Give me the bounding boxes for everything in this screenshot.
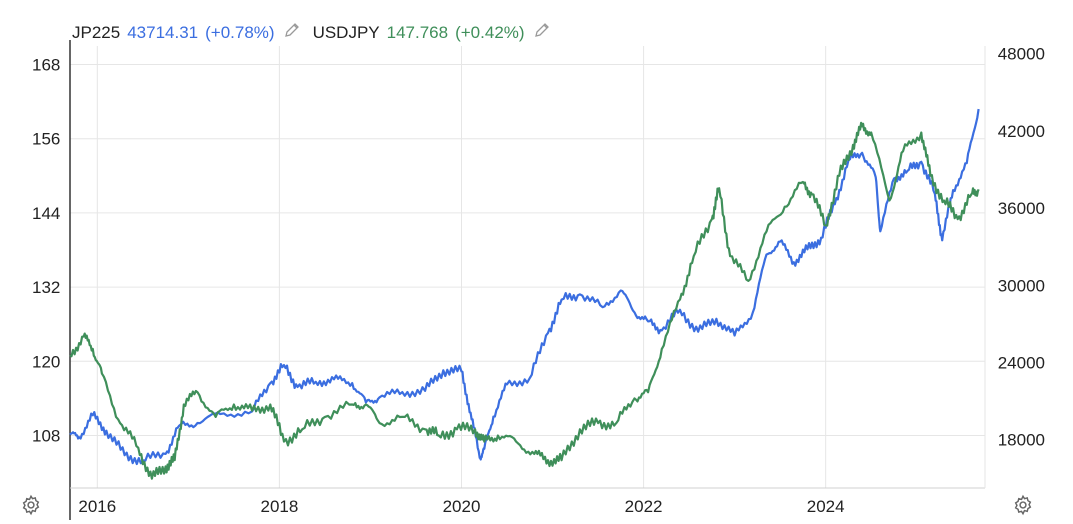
y-right-tick-label: 30000 bbox=[998, 276, 1045, 295]
x-tick-label: 2016 bbox=[78, 497, 116, 516]
chart-lines bbox=[69, 108, 980, 480]
pencil-icon[interactable] bbox=[533, 21, 551, 44]
y-left-tick-label: 168 bbox=[32, 56, 60, 75]
y-left-tick-label: 144 bbox=[32, 204, 60, 223]
chart-ticks: 108 120 132 144 156 168 18000 24000 30000 36000 42… bbox=[32, 45, 1045, 516]
gear-icon[interactable] bbox=[1012, 494, 1034, 516]
chart-legend: JP225 43714.31 (+0.78%) USDJPY 147.768 (… bbox=[72, 21, 563, 44]
y-left-tick-label: 132 bbox=[32, 278, 60, 297]
pencil-icon[interactable] bbox=[283, 21, 301, 44]
legend-jp225-change: (+0.78%) bbox=[205, 22, 275, 42]
series-line-jp225 bbox=[69, 108, 980, 466]
y-right-tick-label: 36000 bbox=[998, 199, 1045, 218]
chart-axes bbox=[69, 40, 986, 520]
x-tick-label: 2020 bbox=[443, 497, 481, 516]
y-right-tick-label: 24000 bbox=[998, 354, 1045, 373]
x-tick-label: 2022 bbox=[625, 497, 663, 516]
legend-jp225-value: 43714.31 bbox=[127, 22, 199, 42]
y-right-tick-label: 18000 bbox=[998, 431, 1045, 450]
y-left-tick-label: 156 bbox=[32, 130, 60, 149]
legend-jp225-symbol: JP225 bbox=[72, 22, 121, 42]
x-tick-label: 2024 bbox=[807, 497, 845, 516]
y-left-tick-label: 120 bbox=[32, 352, 60, 371]
series-line-usdjpy bbox=[69, 121, 980, 480]
y-right-tick-label: 42000 bbox=[998, 122, 1045, 141]
chart-grid bbox=[70, 46, 985, 488]
x-tick-label: 2018 bbox=[260, 497, 298, 516]
legend-usdjpy-change: (+0.42%) bbox=[455, 22, 525, 42]
gear-icon[interactable] bbox=[20, 494, 42, 516]
legend-usdjpy-symbol: USDJPY bbox=[312, 22, 380, 42]
legend-usdjpy-value: 147.768 bbox=[386, 22, 449, 42]
y-left-tick-label: 108 bbox=[32, 426, 60, 445]
y-right-tick-label: 48000 bbox=[998, 45, 1045, 64]
